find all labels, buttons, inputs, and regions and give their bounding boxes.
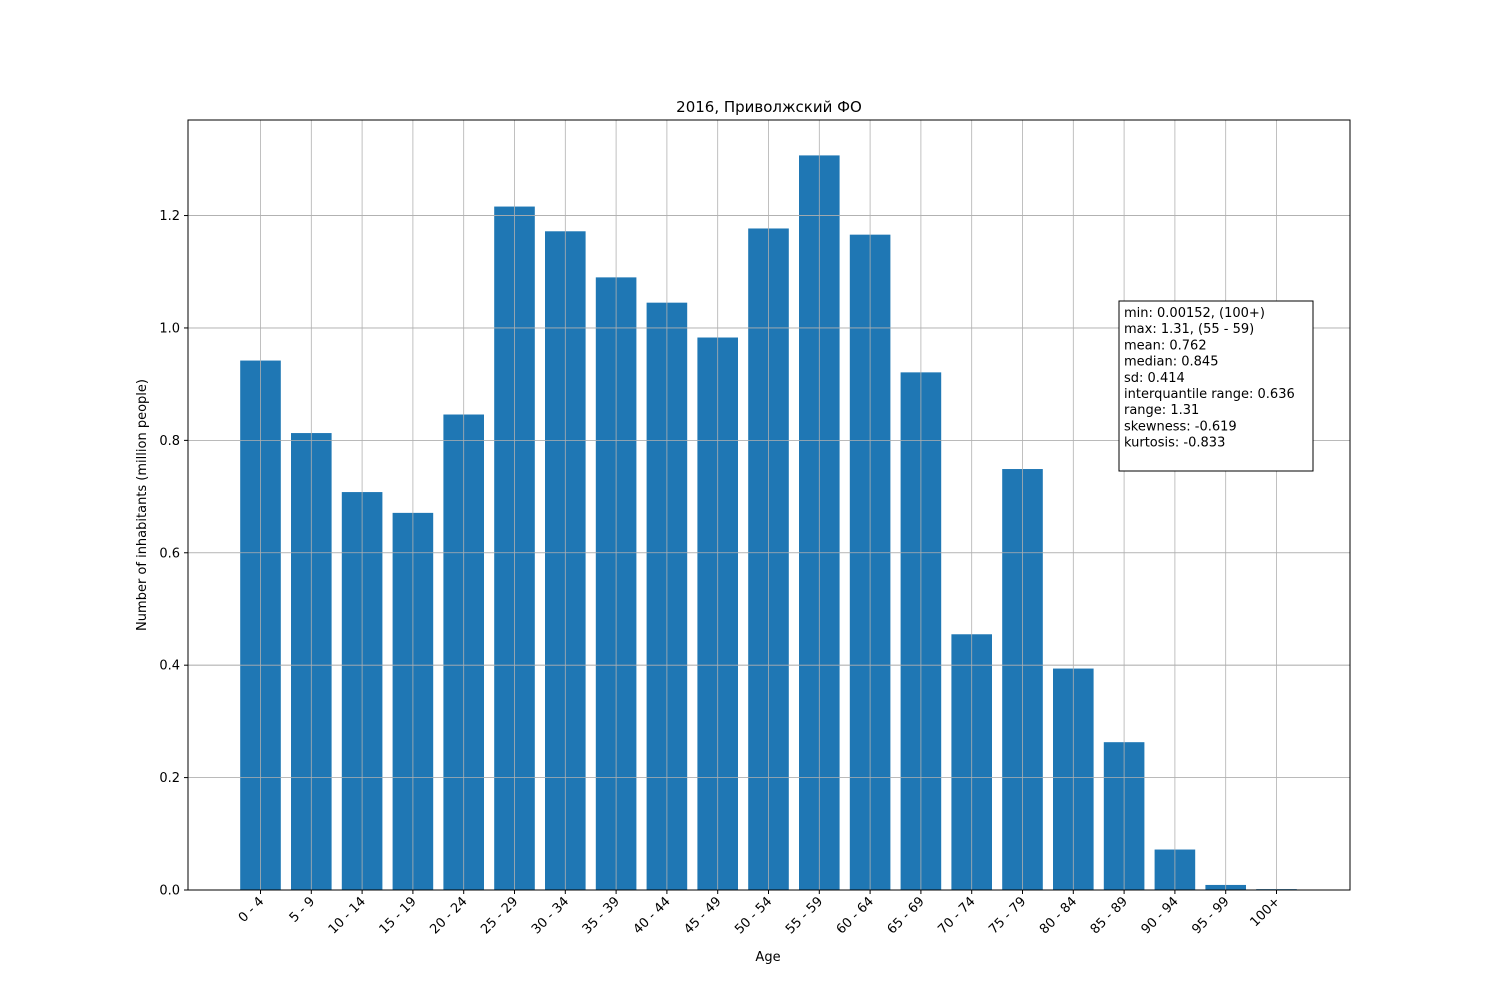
x-tick-label: 55 - 59 <box>783 894 826 937</box>
x-tick-label: 35 - 39 <box>580 894 623 937</box>
y-tick-label: 0.0 <box>159 884 180 899</box>
x-tick-label: 20 - 24 <box>427 894 470 937</box>
statistics-line: max: 1.31, (55 - 59) <box>1124 322 1254 337</box>
x-tick-label: 80 - 84 <box>1037 894 1080 937</box>
x-tick-label: 50 - 54 <box>732 894 775 937</box>
x-tick-label: 25 - 29 <box>478 894 521 937</box>
statistics-line: mean: 0.762 <box>1124 338 1207 353</box>
statistics-line: interquantile range: 0.636 <box>1124 387 1295 402</box>
x-tick-label: 70 - 74 <box>935 894 978 937</box>
statistics-line: skewness: -0.619 <box>1124 419 1237 434</box>
statistics-line: kurtosis: -0.833 <box>1124 436 1225 451</box>
x-tick-label: 85 - 89 <box>1088 894 1131 937</box>
x-tick-label: 65 - 69 <box>885 894 928 937</box>
chart-title: 2016, Приволжский ФО <box>676 98 862 116</box>
x-tick-label: 5 - 9 <box>287 894 318 925</box>
statistics-line: median: 0.845 <box>1124 355 1218 370</box>
y-tick-label: 0.2 <box>159 771 180 786</box>
x-tick-label: 10 - 14 <box>326 894 369 937</box>
x-tick-label: 90 - 94 <box>1139 894 1182 937</box>
statistics-line: sd: 0.414 <box>1124 371 1185 386</box>
y-tick-label: 0.6 <box>159 546 180 561</box>
x-tick-label: 40 - 44 <box>631 894 674 937</box>
x-axis-label: Age <box>755 950 780 965</box>
x-tick-label: 15 - 19 <box>377 894 420 937</box>
y-axis-label: Number of inhabitants (million people) <box>135 379 150 631</box>
x-tick-label: 95 - 99 <box>1189 894 1232 937</box>
statistics-line: range: 1.31 <box>1124 403 1199 418</box>
y-tick-label: 0.8 <box>159 434 180 449</box>
x-tick-label: 30 - 34 <box>529 894 572 937</box>
statistics-box-frame <box>1118 300 1314 472</box>
y-tick-label: 1.0 <box>159 321 180 336</box>
x-tick-label: 75 - 79 <box>986 894 1029 937</box>
x-tick-label: 60 - 64 <box>834 894 877 937</box>
statistics-box: min: 0.00152, (100+)max: 1.31, (55 - 59)… <box>1118 300 1314 472</box>
x-tick-label: 45 - 49 <box>681 894 724 937</box>
statistics-line: min: 0.00152, (100+) <box>1124 306 1265 321</box>
x-tick-label: 100+ <box>1247 894 1283 930</box>
y-tick-label: 0.4 <box>159 659 180 674</box>
y-tick-label: 1.2 <box>159 209 180 224</box>
x-tick-label: 0 - 4 <box>236 894 267 925</box>
bars <box>188 120 1350 891</box>
